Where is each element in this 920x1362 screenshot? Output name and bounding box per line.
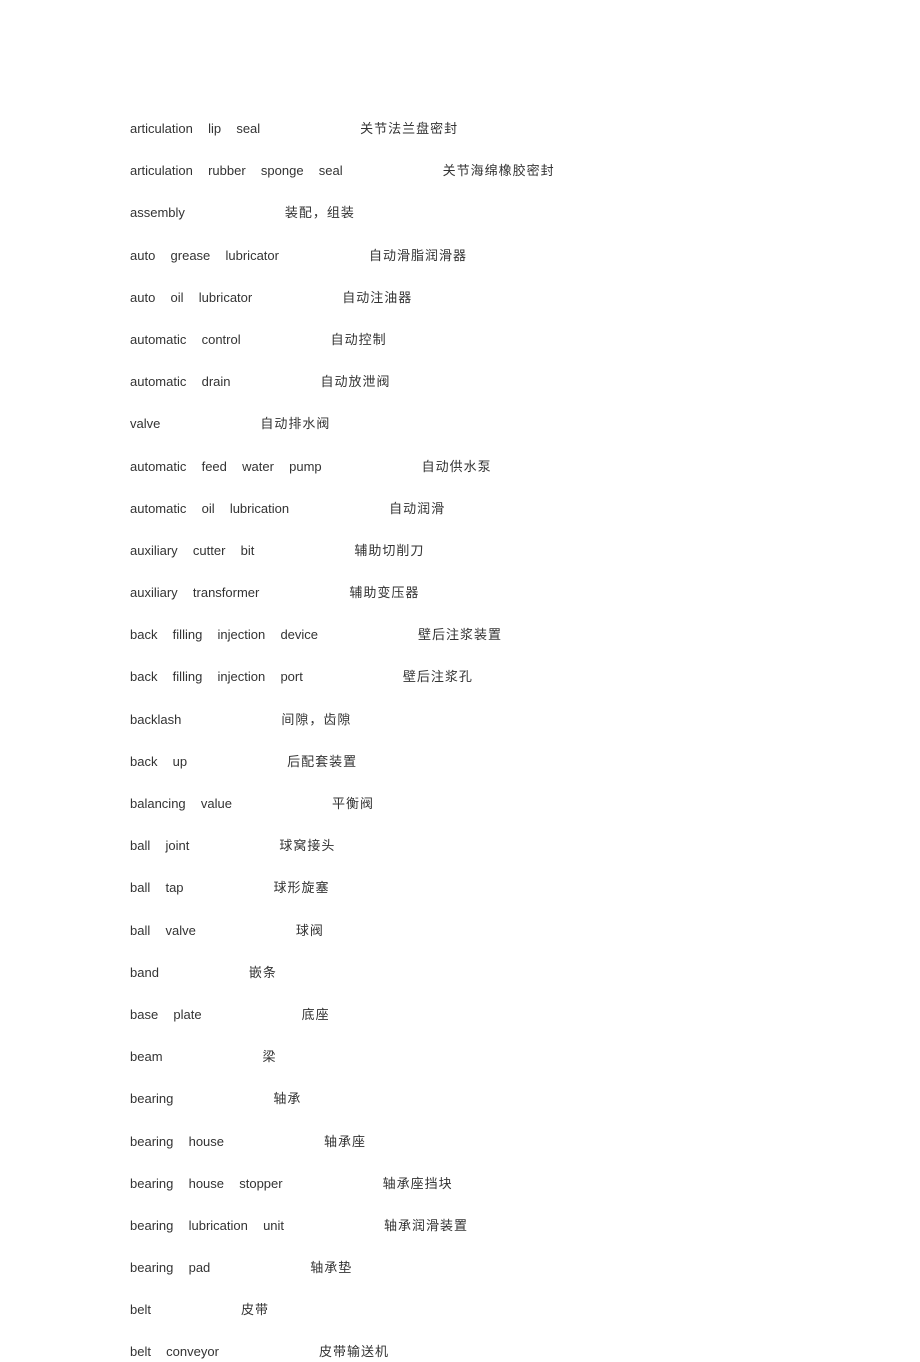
term-english: base plate [130, 1006, 202, 1024]
term-chinese: 平衡阀 [332, 795, 374, 813]
term-chinese: 球窝接头 [279, 837, 335, 855]
glossary-entry: beam 梁 [130, 1048, 790, 1066]
glossary-entry: backlash 间隙，齿隙 [130, 711, 790, 729]
term-chinese: 皮带输送机 [319, 1343, 389, 1361]
glossary-entry: back up 后配套装置 [130, 753, 790, 771]
term-chinese: 底座 [302, 1006, 330, 1024]
term-english: bearing pad [130, 1259, 210, 1277]
term-chinese: 自动润滑 [389, 500, 445, 518]
term-english: ball joint [130, 837, 189, 855]
term-chinese: 轴承座 [324, 1133, 366, 1151]
glossary-entry: ball valve 球阀 [130, 922, 790, 940]
glossary-entry: assembly 装配，组装 [130, 204, 790, 222]
glossary-entry: back filling injection device 壁后注浆装置 [130, 626, 790, 644]
glossary-entry: bearing lubrication unit 轴承润滑装置 [130, 1217, 790, 1235]
term-english: ball tap [130, 879, 184, 897]
term-english: balancing value [130, 795, 232, 813]
term-english: articulation rubber sponge seal [130, 162, 343, 180]
glossary-entry: articulation rubber sponge seal 关节海绵橡胶密封 [130, 162, 790, 180]
glossary-entry: base plate 底座 [130, 1006, 790, 1024]
term-english: back up [130, 753, 187, 771]
term-chinese: 自动注油器 [342, 289, 412, 307]
term-english: ball valve [130, 922, 196, 940]
term-english: valve [130, 415, 160, 433]
glossary-entry: bearing house stopper 轴承座挡块 [130, 1175, 790, 1193]
glossary-entry: articulation lip seal 关节法兰盘密封 [130, 120, 790, 138]
term-english: bearing house [130, 1133, 224, 1151]
term-english: bearing [130, 1090, 173, 1108]
term-chinese: 辅助切削刀 [354, 542, 424, 560]
term-chinese: 自动排水阀 [260, 415, 330, 433]
term-chinese: 壁后注浆装置 [418, 626, 502, 644]
term-english: bearing lubrication unit [130, 1217, 284, 1235]
term-english: automatic oil lubrication [130, 500, 289, 518]
term-chinese: 自动供水泵 [422, 458, 492, 476]
term-english: bearing house stopper [130, 1175, 283, 1193]
term-chinese: 后配套装置 [287, 753, 357, 771]
term-chinese: 间隙，齿隙 [281, 711, 351, 729]
term-english: back filling injection port [130, 668, 303, 686]
term-english: beam [130, 1048, 163, 1066]
term-english: back filling injection device [130, 626, 318, 644]
term-english: automatic drain [130, 373, 231, 391]
glossary-entry: auxiliary cutter bit 辅助切削刀 [130, 542, 790, 560]
term-english: automatic feed water pump [130, 458, 322, 476]
glossary-entry: automatic control 自动控制 [130, 331, 790, 349]
glossary-entry: bearing 轴承 [130, 1090, 790, 1108]
term-chinese: 关节海绵橡胶密封 [443, 162, 555, 180]
term-chinese: 自动控制 [331, 331, 387, 349]
glossary-entry: automatic oil lubrication 自动润滑 [130, 500, 790, 518]
term-chinese: 轴承垫 [310, 1259, 352, 1277]
glossary-entry: belt 皮带 [130, 1301, 790, 1319]
glossary-container: articulation lip seal关节法兰盘密封articulation… [130, 120, 790, 1362]
term-chinese: 自动滑脂润滑器 [369, 247, 467, 265]
glossary-entry: ball tap 球形旋塞 [130, 879, 790, 897]
term-english: belt conveyor [130, 1343, 219, 1361]
glossary-entry: automatic feed water pump 自动供水泵 [130, 458, 790, 476]
term-chinese: 球形旋塞 [274, 879, 330, 897]
term-english: automatic control [130, 331, 241, 349]
term-english: backlash [130, 711, 181, 729]
term-chinese: 皮带 [241, 1301, 269, 1319]
term-chinese: 轴承 [273, 1090, 301, 1108]
glossary-entry: auxiliary transformer 辅助变压器 [130, 584, 790, 602]
glossary-entry: auto oil lubricator 自动注油器 [130, 289, 790, 307]
glossary-entry: bearing house 轴承座 [130, 1133, 790, 1151]
term-chinese: 轴承润滑装置 [384, 1217, 468, 1235]
term-english: auto oil lubricator [130, 289, 252, 307]
glossary-entry: automatic drain 自动放泄阀 [130, 373, 790, 391]
glossary-entry: back filling injection port 壁后注浆孔 [130, 668, 790, 686]
glossary-entry: bearing pad 轴承垫 [130, 1259, 790, 1277]
term-chinese: 关节法兰盘密封 [360, 120, 458, 138]
term-english: auto grease lubricator [130, 247, 279, 265]
term-chinese: 壁后注浆孔 [403, 668, 473, 686]
glossary-entry: band 嵌条 [130, 964, 790, 982]
glossary-entry: auto grease lubricator 自动滑脂润滑器 [130, 247, 790, 265]
glossary-entry: ball joint 球窝接头 [130, 837, 790, 855]
term-english: auxiliary cutter bit [130, 542, 254, 560]
term-chinese: 装配，组装 [285, 204, 355, 222]
term-english: belt [130, 1301, 151, 1319]
glossary-entry: valve 自动排水阀 [130, 415, 790, 433]
term-chinese: 球阀 [296, 922, 324, 940]
term-english: band [130, 964, 159, 982]
term-english: articulation lip seal [130, 120, 260, 138]
term-chinese: 梁 [263, 1048, 277, 1066]
term-english: auxiliary transformer [130, 584, 259, 602]
glossary-entry: balancing value 平衡阀 [130, 795, 790, 813]
term-chinese: 自动放泄阀 [321, 373, 391, 391]
term-chinese: 辅助变压器 [349, 584, 419, 602]
term-chinese: 嵌条 [249, 964, 277, 982]
term-chinese: 轴承座挡块 [383, 1175, 453, 1193]
glossary-entry: belt conveyor 皮带输送机 [130, 1343, 790, 1361]
term-english: assembly [130, 204, 185, 222]
